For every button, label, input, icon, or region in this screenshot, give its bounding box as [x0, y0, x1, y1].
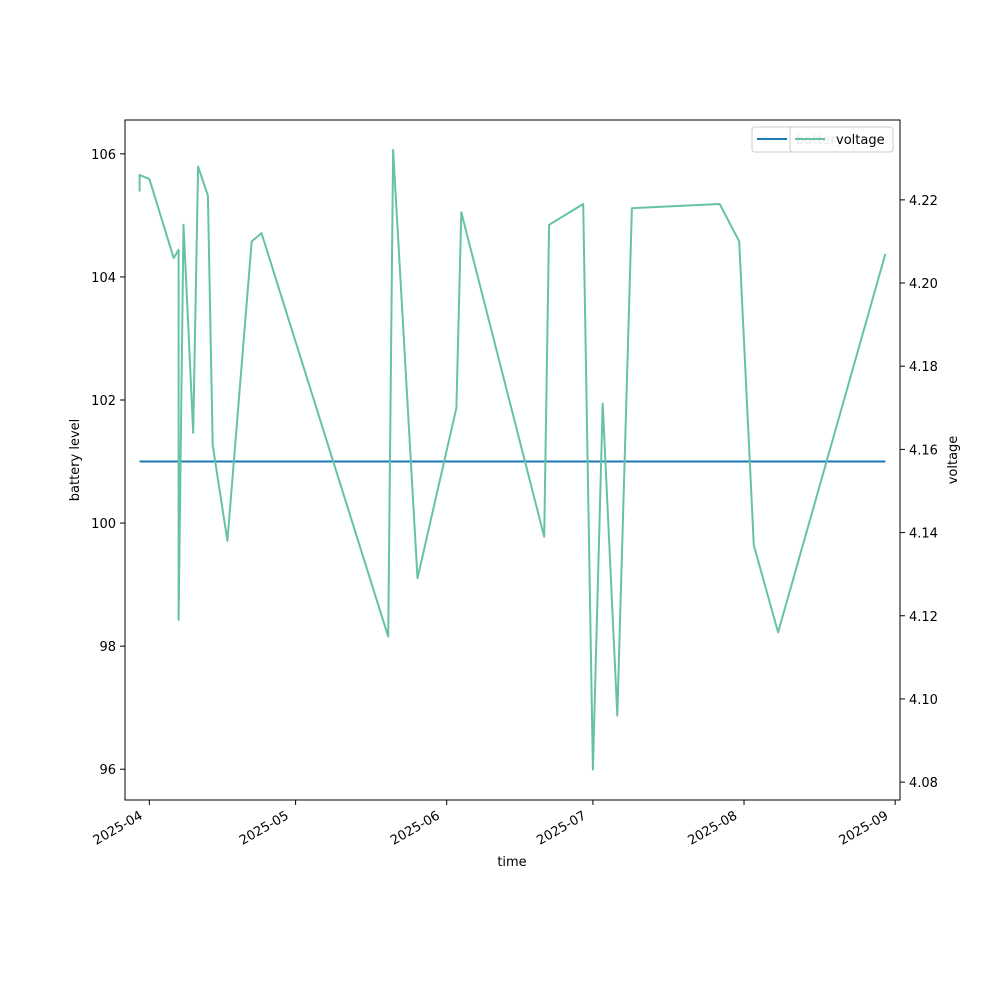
left-y-tick-label-0: 96 — [99, 763, 116, 778]
plot-area — [138, 148, 887, 771]
right-y-tick-label-6: 4.20 — [909, 277, 938, 292]
right-y-tick-label-2: 4.12 — [909, 610, 938, 625]
right-y-axis-label: voltage — [946, 436, 961, 485]
left-y-tick-label-2: 100 — [91, 517, 116, 532]
series-line-voltage — [138, 148, 887, 771]
x-axis-label: time — [497, 855, 526, 870]
right-y-tick-label-5: 4.18 — [909, 360, 938, 375]
right-y-tick-label-4: 4.16 — [909, 443, 938, 458]
right-y-tick-label-0: 4.08 — [909, 776, 938, 791]
legend-label-voltage: voltage — [836, 133, 885, 148]
left-y-tick-label-4: 104 — [91, 271, 116, 286]
left-y-axis-label: battery level — [68, 419, 83, 502]
left-y-tick-label-3: 102 — [91, 394, 116, 409]
left-y-tick-label-1: 98 — [99, 640, 116, 655]
legend: battery voltage — [751, 126, 894, 153]
left-y-axis-ticks: 96 98 100 102 104 106 — [91, 148, 125, 778]
axes-frame — [124, 119, 901, 801]
legend-box-voltage — [789, 126, 894, 153]
right-y-tick-label-3: 4.14 — [909, 527, 938, 542]
right-y-tick-label-1: 4.10 — [909, 693, 938, 708]
right-y-tick-label-7: 4.22 — [909, 194, 938, 209]
right-y-axis-ticks: 4.08 4.10 4.12 4.14 4.16 4.18 4.20 4.22 — [900, 194, 938, 791]
left-y-tick-label-5: 106 — [91, 148, 116, 163]
